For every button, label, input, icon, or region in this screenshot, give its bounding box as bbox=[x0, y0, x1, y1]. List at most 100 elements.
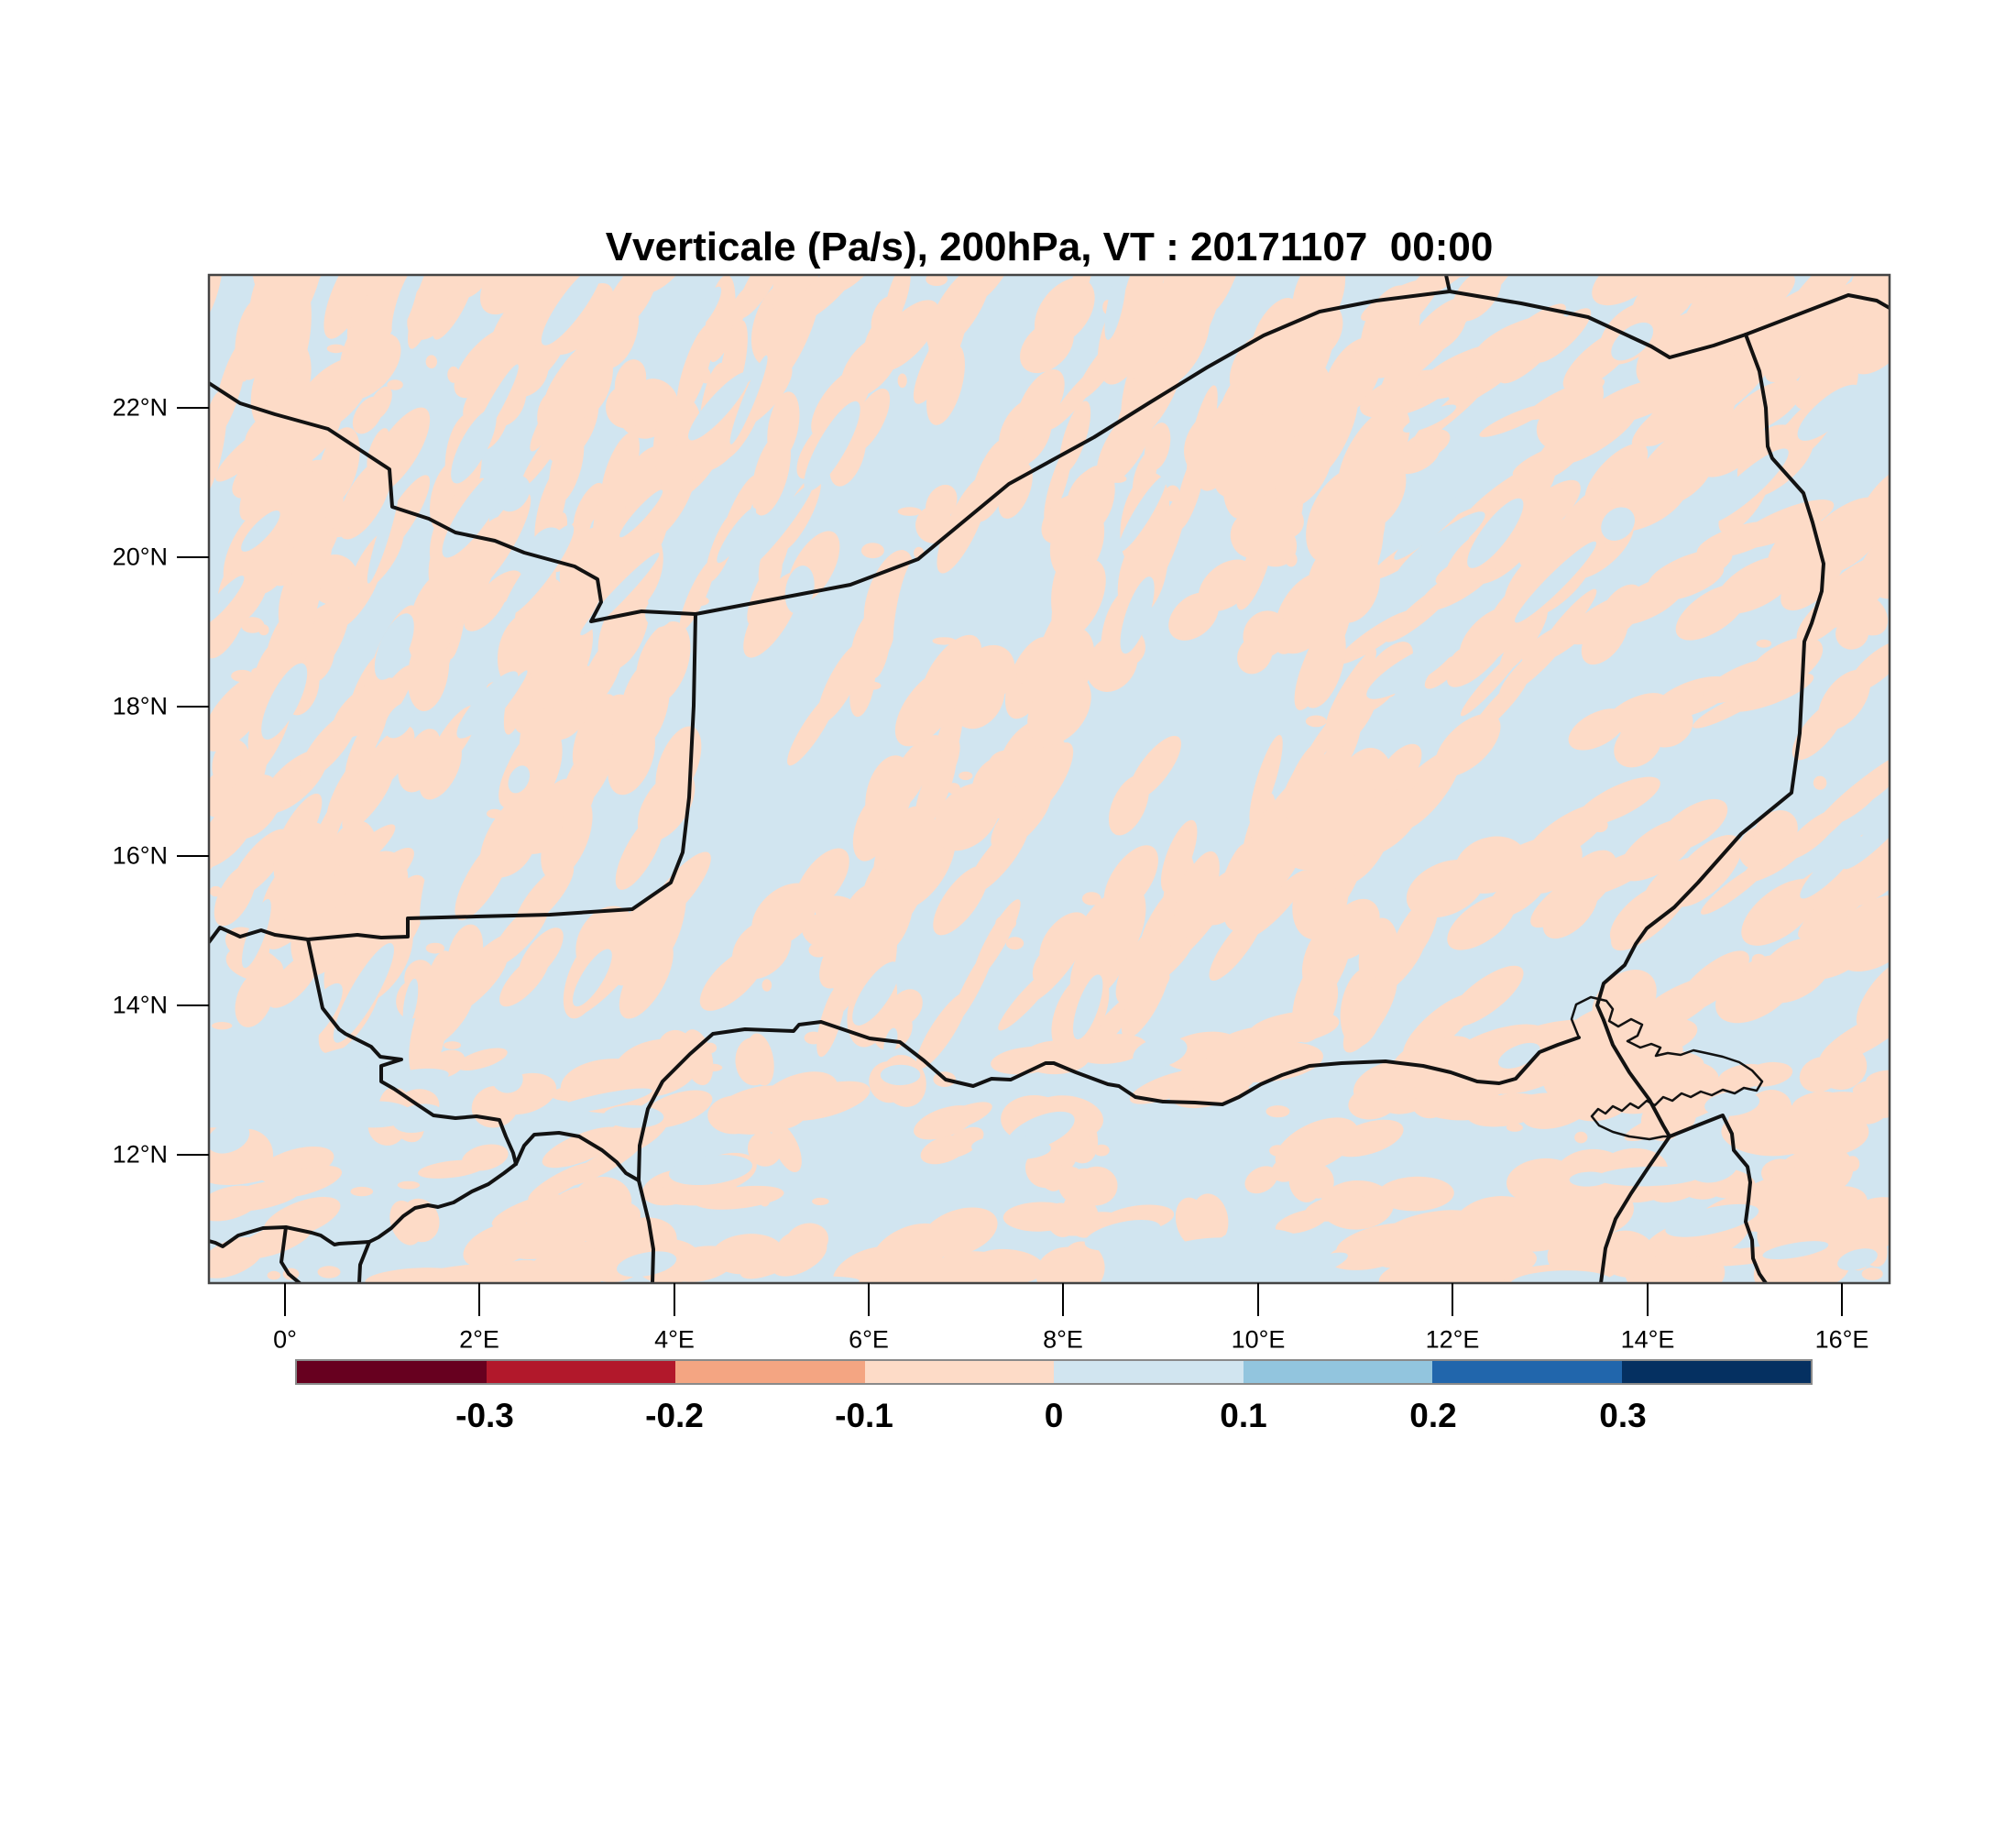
ascent-blob bbox=[1103, 845, 1158, 915]
ascent-speckle bbox=[317, 1266, 341, 1279]
latitude-tick-label: 16°N bbox=[112, 841, 168, 870]
descent-blob bbox=[617, 1251, 677, 1278]
descent-blob bbox=[541, 275, 603, 346]
ascent-blob bbox=[600, 432, 640, 511]
ascent-blob bbox=[1868, 1082, 1890, 1118]
ascent-speckle bbox=[494, 845, 509, 857]
ascent-blob bbox=[1275, 1117, 1358, 1173]
ascent-blob bbox=[319, 554, 357, 589]
ascent-blob bbox=[1300, 1163, 1334, 1199]
ascent-blob bbox=[515, 862, 575, 929]
ascent-blob bbox=[1649, 562, 1725, 601]
descent-blob bbox=[668, 1155, 753, 1186]
ascent-blob bbox=[1945, 835, 2016, 911]
ascent-blob bbox=[273, 821, 333, 896]
ascent-speckle bbox=[1131, 335, 1145, 344]
ascent-blob bbox=[884, 275, 911, 328]
ascent-blob bbox=[1649, 1060, 1719, 1104]
algeria-niger-border bbox=[694, 290, 1452, 616]
ascent-speckle bbox=[212, 1022, 233, 1030]
niger-chad-border bbox=[1595, 333, 1825, 1022]
descent-blob bbox=[241, 510, 280, 552]
descent-blob bbox=[1394, 488, 1475, 560]
ascent-speckle bbox=[335, 584, 347, 596]
ascent-speckle bbox=[1093, 1144, 1110, 1157]
ascent-blob bbox=[1059, 401, 1091, 473]
ascent-blob bbox=[491, 1193, 564, 1228]
ascent-blob bbox=[1007, 423, 1046, 480]
ascent-speckle bbox=[1016, 669, 1027, 684]
ascent-speckle bbox=[1285, 552, 1298, 567]
ascent-speckle bbox=[556, 419, 567, 432]
ascent-speckle bbox=[231, 669, 254, 683]
longitude-tick-label: 0° bbox=[273, 1325, 297, 1354]
ascent-blob bbox=[962, 275, 1022, 303]
ascent-blob bbox=[1016, 369, 1065, 435]
ascent-speckle bbox=[808, 942, 828, 958]
ascent-blob bbox=[1304, 1194, 1369, 1222]
ascent-blob bbox=[1027, 674, 1091, 745]
ascent-blob bbox=[1292, 275, 1346, 335]
descent-blob bbox=[1498, 1042, 1540, 1069]
descent-blob bbox=[1762, 1241, 1829, 1260]
ascent-blob bbox=[1888, 451, 1890, 520]
ascent-blob bbox=[1534, 308, 1592, 363]
ascent-blob bbox=[1889, 452, 1890, 514]
ascent-speckle bbox=[1079, 555, 1094, 564]
ascent-blob bbox=[326, 746, 378, 827]
descent-blob bbox=[572, 949, 612, 1007]
ascent-blob bbox=[635, 621, 691, 706]
ascent-speckle bbox=[812, 1197, 829, 1206]
ascent-speckle bbox=[415, 320, 433, 337]
ascent-speckle bbox=[1109, 936, 1131, 952]
ascent-speckle bbox=[897, 373, 907, 389]
ascent-blob bbox=[531, 611, 594, 709]
ascent-blob bbox=[1449, 1215, 1547, 1252]
ascent-blob bbox=[1485, 183, 1580, 251]
ascent-blob bbox=[1592, 275, 1664, 306]
ascent-blob bbox=[1246, 870, 1309, 938]
ascent-blob bbox=[1416, 304, 1467, 354]
ascent-speckle bbox=[1179, 286, 1198, 298]
colorbar-segment bbox=[1243, 1361, 1432, 1383]
libya-chad-border bbox=[1744, 293, 1890, 336]
ascent-blob bbox=[926, 739, 960, 796]
descent-blob bbox=[1514, 541, 1597, 623]
ascent-speckle bbox=[1574, 1131, 1588, 1144]
ascent-speckle bbox=[897, 507, 922, 516]
colorbar-segment bbox=[675, 1361, 865, 1383]
ascent-blob bbox=[1767, 1102, 1852, 1134]
ascent-speckle bbox=[387, 379, 403, 390]
ascent-blob bbox=[1891, 236, 1978, 301]
ascent-blob bbox=[1211, 192, 1253, 271]
ascent-blob bbox=[1848, 485, 1890, 556]
ascent-speckle bbox=[671, 1036, 690, 1045]
ascent-blob bbox=[1856, 960, 1890, 1029]
ascent-speckle bbox=[1592, 818, 1608, 833]
ascent-speckle bbox=[343, 920, 353, 930]
field-layer bbox=[209, 183, 2016, 1283]
ascent-speckle bbox=[418, 771, 440, 781]
ascent-blob bbox=[1743, 1061, 1793, 1087]
descent-blob bbox=[392, 1103, 444, 1133]
ascent-blob bbox=[1776, 1199, 1883, 1235]
ascent-blob bbox=[1251, 316, 1291, 417]
ascent-blob bbox=[556, 1206, 589, 1250]
descent-blob bbox=[508, 765, 531, 794]
ascent-speckle bbox=[1222, 885, 1243, 902]
ascent-blob bbox=[1144, 423, 1171, 471]
ascent-blob bbox=[644, 851, 711, 930]
ascent-blob bbox=[1575, 776, 1660, 827]
ascent-blob bbox=[369, 275, 418, 307]
descent-blob bbox=[1073, 974, 1103, 1040]
colorbar-segment bbox=[1054, 1361, 1244, 1383]
ascent-blob bbox=[1499, 607, 1548, 674]
colorbar-segment bbox=[486, 1361, 675, 1383]
descent-blob bbox=[910, 1177, 1013, 1205]
nigeria-cameroon-border bbox=[1599, 1135, 1671, 1283]
descent-blob bbox=[1366, 641, 1456, 699]
ascent-speckle bbox=[1080, 488, 1090, 501]
ascent-speckle bbox=[1744, 296, 1759, 310]
colorbar bbox=[295, 1359, 1813, 1385]
ascent-blob bbox=[1849, 275, 1890, 314]
